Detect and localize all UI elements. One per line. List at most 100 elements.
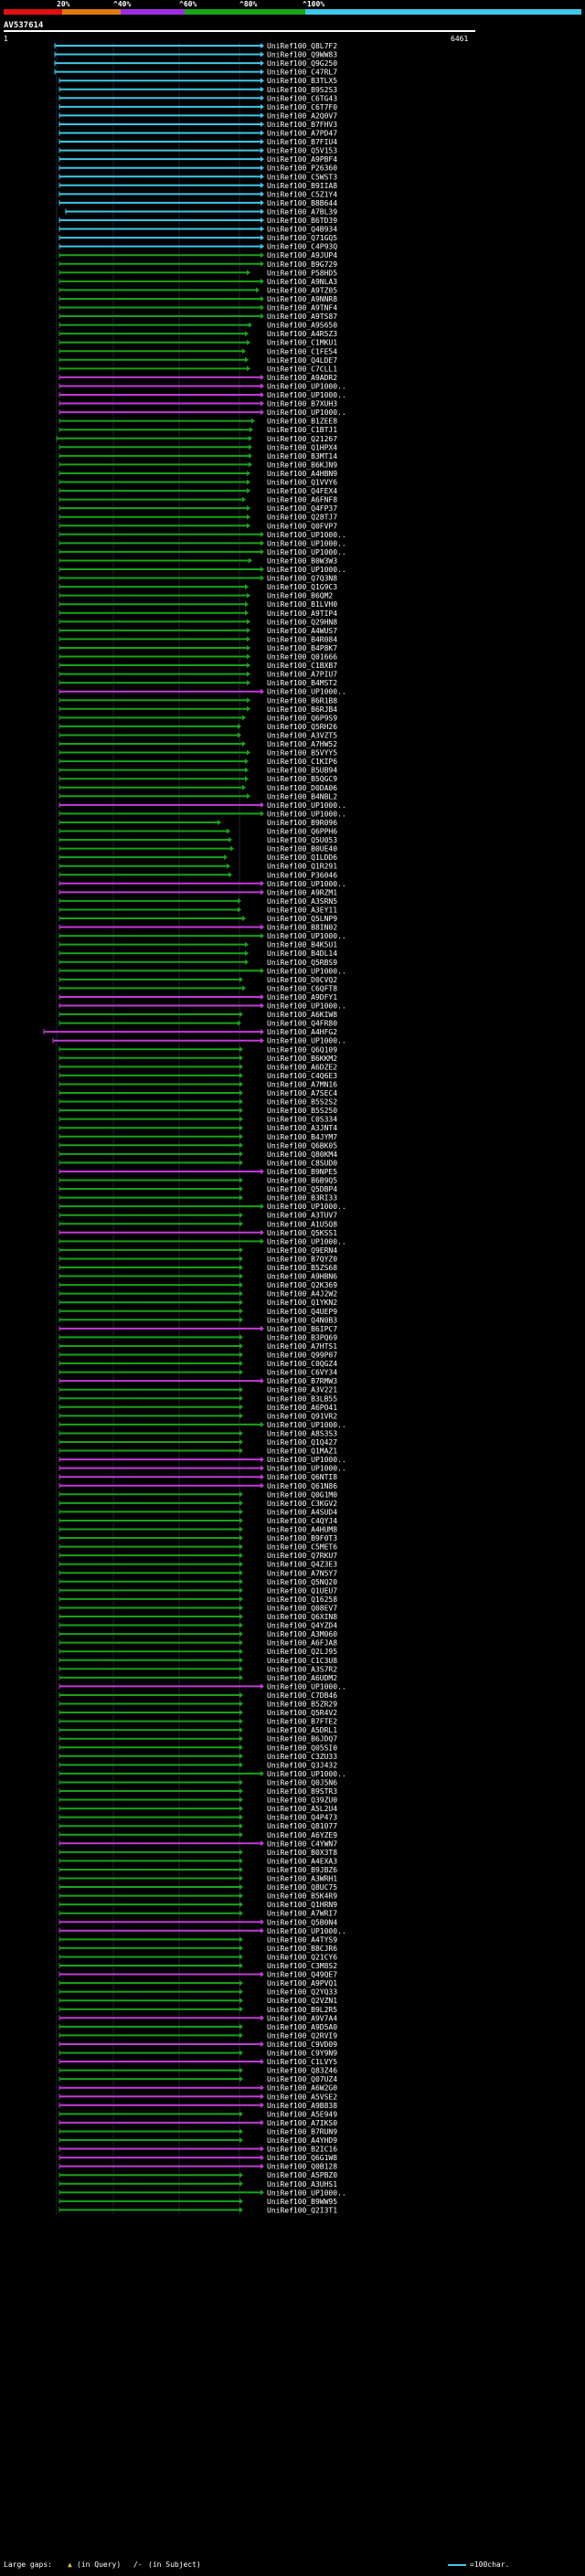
hit-id-link[interactable]: UniRef100_A7WRI7 [267,1910,337,1918]
hit-row[interactable]: UniRef100_Q6Q109 [58,1045,337,1054]
hit-row[interactable]: UniRef100_B4P8K7 [58,644,337,652]
hit-id-link[interactable]: UniRef100_UP1000.. [267,932,346,940]
hit-id-link[interactable]: UniRef100_A9PBF4 [267,155,337,164]
hit-id-link[interactable]: UniRef100_A6KIW8 [267,1011,337,1019]
hit-row[interactable]: UniRef100_Q6XIN8 [58,1613,337,1621]
hit-row[interactable]: UniRef100_C9VD09 [58,2041,337,2049]
hit-row[interactable]: UniRef100_Q7RKU7 [58,1552,337,1560]
hit-id-link[interactable]: UniRef100_A5DRL1 [267,1726,337,1734]
hit-id-link[interactable]: UniRef100_UP1000.. [267,810,346,818]
hit-id-link[interactable]: UniRef100_C1BXB7 [267,662,337,670]
hit-id-link[interactable]: UniRef100_C1FE54 [267,347,337,355]
hit-id-link[interactable]: UniRef100_B9WW95 [267,2198,337,2206]
hit-id-link[interactable]: UniRef100_A4HUM8 [267,1526,337,1534]
hit-id-link[interactable]: UniRef100_D0DA06 [267,784,337,792]
hit-row[interactable]: UniRef100_A4HUM8 [58,1526,337,1534]
hit-row[interactable]: UniRef100_B3MT14 [58,452,337,461]
hit-row[interactable]: UniRef100_B6QM2 [58,592,333,600]
hit-id-link[interactable]: UniRef100_A8S3S3 [267,1429,337,1437]
hit-id-link[interactable]: UniRef100_A3V221 [267,1386,337,1394]
hit-row[interactable]: UniRef100_Q2YQ33 [58,1988,337,1997]
hit-id-link[interactable]: UniRef100_C5WST3 [267,173,337,181]
hit-row[interactable]: UniRef100_Q1UEU7 [58,1586,337,1595]
hit-row[interactable]: UniRef100_UP1000.. [58,382,346,390]
hit-id-link[interactable]: UniRef100_A9TZ05 [267,286,337,294]
hit-id-link[interactable]: UniRef100_Q1VVY6 [267,479,337,487]
hit-id-link[interactable]: UniRef100_A4J2W2 [267,1290,337,1299]
hit-id-link[interactable]: UniRef100_A7IKS0 [267,2119,337,2127]
hit-row[interactable]: UniRef100_P58HD5 [58,269,337,277]
hit-id-link[interactable]: UniRef100_Q1UEU7 [267,1586,337,1595]
hit-id-link[interactable]: UniRef100_A3WRH1 [267,1875,337,1883]
hit-id-link[interactable]: UniRef100_Q01666 [267,653,337,662]
hit-row[interactable]: UniRef100_A6YZE9 [58,1831,337,1839]
hit-id-link[interactable]: UniRef100_Q5V153 [267,147,337,155]
hit-row[interactable]: UniRef100_Q71GQ5 [58,234,337,242]
hit-row[interactable]: UniRef100_B8B644 [58,199,337,207]
hit-id-link[interactable]: UniRef100_Q91VR2 [267,1412,337,1420]
hit-id-link[interactable]: UniRef100_A9D5A0 [267,2023,337,2031]
hit-row[interactable]: UniRef100_UP1000.. [58,1465,346,1473]
hit-row[interactable]: UniRef100_A7PD47 [58,130,337,138]
hit-row[interactable]: UniRef100_B4JYM7 [58,1133,337,1141]
hit-row[interactable]: UniRef100_B9STR3 [58,1787,337,1796]
hit-id-link[interactable]: UniRef100_Q5U053 [267,836,337,844]
hit-id-link[interactable]: UniRef100_B4NBL2 [267,792,337,800]
hit-row[interactable]: UniRef100_A3SRN5 [58,897,337,906]
hit-row[interactable]: UniRef100_Q2I3T1 [58,2206,337,2214]
hit-row[interactable]: UniRef100_C1KIP6 [58,758,337,766]
hit-row[interactable]: UniRef100_Q4FR80 [58,1020,337,1028]
hit-id-link[interactable]: UniRef100_A3M060 [267,1630,337,1638]
hit-id-link[interactable]: UniRef100_UP1000.. [267,1237,346,1246]
hit-row[interactable]: UniRef100_A7BL39 [65,207,337,216]
hit-row[interactable]: UniRef100_Q7Q3N8 [58,575,337,583]
hit-id-link[interactable]: UniRef100_Q4N0B3 [267,1316,337,1324]
hit-id-link[interactable]: UniRef100_B4K5U1 [267,941,337,949]
hit-row[interactable]: UniRef100_Q80KM4 [58,1150,337,1159]
hit-id-link[interactable]: UniRef100_A5VSE2 [267,2093,337,2101]
hit-row[interactable]: UniRef100_A4HFG2 [43,1028,337,1036]
hit-id-link[interactable]: UniRef100_B5K4R9 [267,1892,337,1901]
hit-row[interactable]: UniRef100_UP1000.. [58,548,346,557]
hit-id-link[interactable]: UniRef100_C8SUD0 [267,1159,337,1167]
hit-row[interactable]: UniRef100_Q2K369 [58,1281,337,1289]
hit-id-link[interactable]: UniRef100_Q6XIN8 [267,1613,337,1621]
hit-row[interactable]: UniRef100_A3TUV7 [58,1212,337,1220]
hit-row[interactable]: UniRef100_Q49QE7 [58,1971,337,1979]
hit-id-link[interactable]: UniRef100_B7FHV3 [267,121,337,129]
hit-row[interactable]: UniRef100_UP1000.. [58,1927,346,1935]
hit-id-link[interactable]: UniRef100_A6UDM2 [267,1674,337,1682]
hit-id-link[interactable]: UniRef100_A5L2U4 [267,1805,337,1813]
hit-row[interactable]: UniRef100_B0X3T8 [58,1849,337,1857]
hit-row[interactable]: UniRef100_B9S2S3 [58,86,337,94]
hit-row[interactable]: UniRef100_A3VZT5 [58,731,337,739]
hit-id-link[interactable]: UniRef100_Q5R4V2 [267,1709,337,1717]
hit-id-link[interactable]: UniRef100_UP1000.. [267,1203,346,1211]
hit-row[interactable]: UniRef100_A9S650 [58,322,337,330]
hit-id-link[interactable]: UniRef100_C0QGZ4 [267,1360,337,1368]
hit-row[interactable]: UniRef100_Q5RH26 [58,723,337,731]
hit-id-link[interactable]: UniRef100_B8IN02 [267,924,337,932]
hit-row[interactable]: UniRef100_Q81077 [58,1822,337,1830]
hit-id-link[interactable]: UniRef100_B9NPE5 [267,1168,337,1176]
hit-row[interactable]: UniRef100_A9PBF4 [58,155,337,164]
hit-row[interactable]: UniRef100_C1LVY5 [58,2058,337,2066]
hit-id-link[interactable]: UniRef100_Q4LDE7 [267,356,337,365]
hit-row[interactable]: UniRef100_C6T7F0 [58,103,337,111]
hit-row[interactable]: UniRef100_B9WW95 [58,2198,337,2206]
hit-row[interactable]: UniRef100_A7IKS0 [58,2119,337,2127]
hit-row[interactable]: UniRef100_Q6P9S9 [58,714,337,722]
hit-id-link[interactable]: UniRef100_B4P8K7 [267,644,337,652]
hit-row[interactable]: UniRef100_C5WST3 [58,173,337,181]
hit-row[interactable]: UniRef100_Q2RVI9 [58,2031,337,2040]
hit-row[interactable]: UniRef100_Q01666 [58,653,337,662]
hit-row[interactable]: UniRef100_B6R1B8 [58,696,337,705]
hit-id-link[interactable]: UniRef100_Q2VZN1 [267,1997,337,2005]
hit-row[interactable]: UniRef100_B6KJN9 [58,461,337,469]
hit-row[interactable]: UniRef100_A5L2U4 [58,1805,337,1813]
hit-id-link[interactable]: UniRef100_Q1MAZ1 [267,1447,337,1456]
hit-id-link[interactable]: UniRef100_UP1000.. [267,391,346,399]
hit-id-link[interactable]: UniRef100_C4QYJ4 [267,1517,337,1525]
hit-id-link[interactable]: UniRef100_Q3J432 [267,1761,337,1769]
hit-row[interactable]: UniRef100_Q83Z46 [58,2067,337,2075]
